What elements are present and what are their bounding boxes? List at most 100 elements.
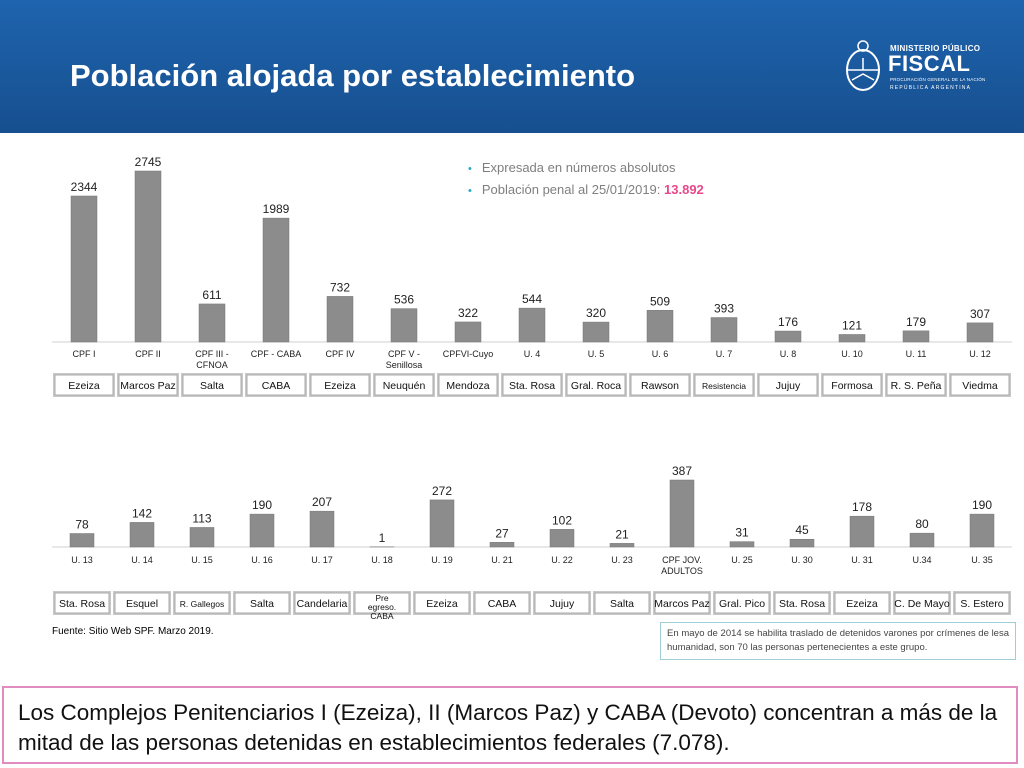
location-label: Resistencia bbox=[702, 381, 746, 391]
bar bbox=[489, 542, 515, 548]
category-tick-label: U. 11 bbox=[906, 349, 927, 359]
location-label: R. Gallegos bbox=[180, 599, 224, 609]
bar bbox=[729, 541, 755, 548]
bar bbox=[189, 527, 215, 548]
location-label: Salta bbox=[610, 598, 634, 610]
bar bbox=[518, 307, 546, 343]
location-box bbox=[566, 374, 626, 396]
bullet-item: • Población penal al 25/01/2019: 13.892 bbox=[468, 182, 704, 197]
location-box bbox=[354, 592, 410, 614]
location-box bbox=[182, 374, 242, 396]
location-label: Gral. Roca bbox=[571, 380, 621, 392]
bar-value-label: 2344 bbox=[71, 180, 98, 194]
bar bbox=[70, 195, 98, 343]
bar-value-label: 190 bbox=[972, 498, 992, 512]
bar bbox=[646, 310, 674, 343]
location-box bbox=[594, 592, 650, 614]
bar bbox=[549, 529, 575, 548]
page-title: Población alojada por establecimiento bbox=[70, 58, 636, 93]
bullet-icon: • bbox=[468, 163, 472, 175]
conclusion-text: Los Complejos Penitenciarios I (Ezeiza),… bbox=[18, 700, 998, 755]
category-tick-label: U. 5 bbox=[588, 349, 605, 359]
location-label: Salta bbox=[250, 598, 274, 610]
location-label: Ezeiza bbox=[846, 598, 878, 610]
category-tick-label: U. 30 bbox=[791, 555, 813, 565]
category-tick-label: U.34 bbox=[912, 555, 931, 565]
bullet-text: Expresada en números absolutos bbox=[481, 160, 676, 175]
bar-value-label: 393 bbox=[714, 302, 734, 316]
location-box bbox=[174, 592, 230, 614]
category-tick-label: U. 15 bbox=[191, 555, 213, 565]
bar-value-label: 322 bbox=[458, 306, 478, 320]
location-box bbox=[502, 374, 562, 396]
bar bbox=[789, 538, 815, 548]
location-box bbox=[310, 374, 370, 396]
bar-value-label: 80 bbox=[915, 517, 929, 531]
ministerio-publico-fiscal-logo: MINISTERIO PÚBLICO FISCAL PROCURACIÓN GE… bbox=[842, 36, 992, 98]
bar bbox=[969, 513, 995, 548]
category-tick-label: U. 7 bbox=[716, 349, 733, 359]
location-label: C. De Mayo bbox=[894, 598, 950, 610]
bar bbox=[249, 513, 275, 548]
bar-value-label: 509 bbox=[650, 294, 670, 308]
bar-value-label: 2745 bbox=[135, 155, 162, 169]
location-box bbox=[374, 374, 434, 396]
category-tick-label: CPF JOV. ADULTOS bbox=[661, 555, 703, 576]
location-label: S. Estero bbox=[960, 598, 1003, 610]
bar-value-label: 178 bbox=[852, 500, 872, 514]
location-label: Sta. Rosa bbox=[509, 380, 555, 392]
category-tick-label: CPF II bbox=[135, 349, 161, 359]
location-label: Neuquén bbox=[383, 380, 426, 392]
location-box bbox=[118, 374, 178, 396]
bar-value-label: 45 bbox=[795, 523, 809, 537]
location-label: Candelaria bbox=[297, 598, 348, 610]
location-label: Mendoza bbox=[446, 380, 489, 392]
info-bullets: • Expresada en números absolutos • Poblaci… bbox=[468, 160, 704, 204]
category-tick-label: U. 31 bbox=[851, 555, 873, 565]
header-banner: Población alojada por establecimiento MI… bbox=[0, 0, 1024, 133]
category-tick-label: U. 8 bbox=[780, 349, 797, 359]
bar-value-label: 176 bbox=[778, 315, 798, 329]
location-label: Sta. Rosa bbox=[59, 598, 105, 610]
location-box bbox=[438, 374, 498, 396]
bar bbox=[838, 334, 866, 343]
bar bbox=[390, 308, 418, 343]
location-label: CABA bbox=[262, 380, 291, 392]
bullet-item: • Expresada en números absolutos bbox=[468, 160, 704, 175]
bar-value-label: 1989 bbox=[263, 202, 290, 216]
bar bbox=[454, 321, 482, 343]
bar-value-label: 142 bbox=[132, 506, 152, 520]
bar bbox=[774, 330, 802, 343]
bar-value-label: 113 bbox=[192, 511, 211, 525]
bar-value-label: 21 bbox=[615, 527, 629, 541]
location-label: Viedma bbox=[962, 380, 998, 392]
bar bbox=[902, 330, 930, 343]
location-label: Sta. Rosa bbox=[779, 598, 825, 610]
location-label: CABA bbox=[488, 598, 517, 610]
location-label: Pre egreso. CABA bbox=[368, 593, 396, 621]
bar-value-label: 536 bbox=[394, 293, 414, 307]
bar-value-label: 387 bbox=[672, 464, 692, 478]
bar bbox=[429, 499, 455, 548]
location-label: R. S. Peña bbox=[891, 380, 942, 392]
location-box bbox=[54, 374, 114, 396]
bar bbox=[710, 317, 738, 343]
bar-value-label: 179 bbox=[906, 315, 926, 329]
bar bbox=[966, 322, 994, 343]
location-label: Jujuy bbox=[776, 380, 801, 392]
bar bbox=[262, 217, 290, 343]
category-tick-label: CPF - CABA bbox=[251, 349, 302, 359]
category-tick-label: U. 25 bbox=[731, 555, 753, 565]
bar bbox=[134, 170, 162, 343]
location-box bbox=[714, 592, 770, 614]
location-box bbox=[694, 374, 754, 396]
bar bbox=[309, 510, 335, 548]
category-tick-label: CPF V -Senillosa bbox=[386, 349, 423, 370]
category-tick-label: CPFVI-Cuyo bbox=[443, 349, 494, 359]
bar-value-label: 190 bbox=[252, 498, 272, 512]
location-label: Esquel bbox=[126, 598, 158, 610]
bar-value-label: 121 bbox=[842, 318, 862, 332]
location-box bbox=[954, 592, 1010, 614]
bar bbox=[198, 303, 226, 343]
